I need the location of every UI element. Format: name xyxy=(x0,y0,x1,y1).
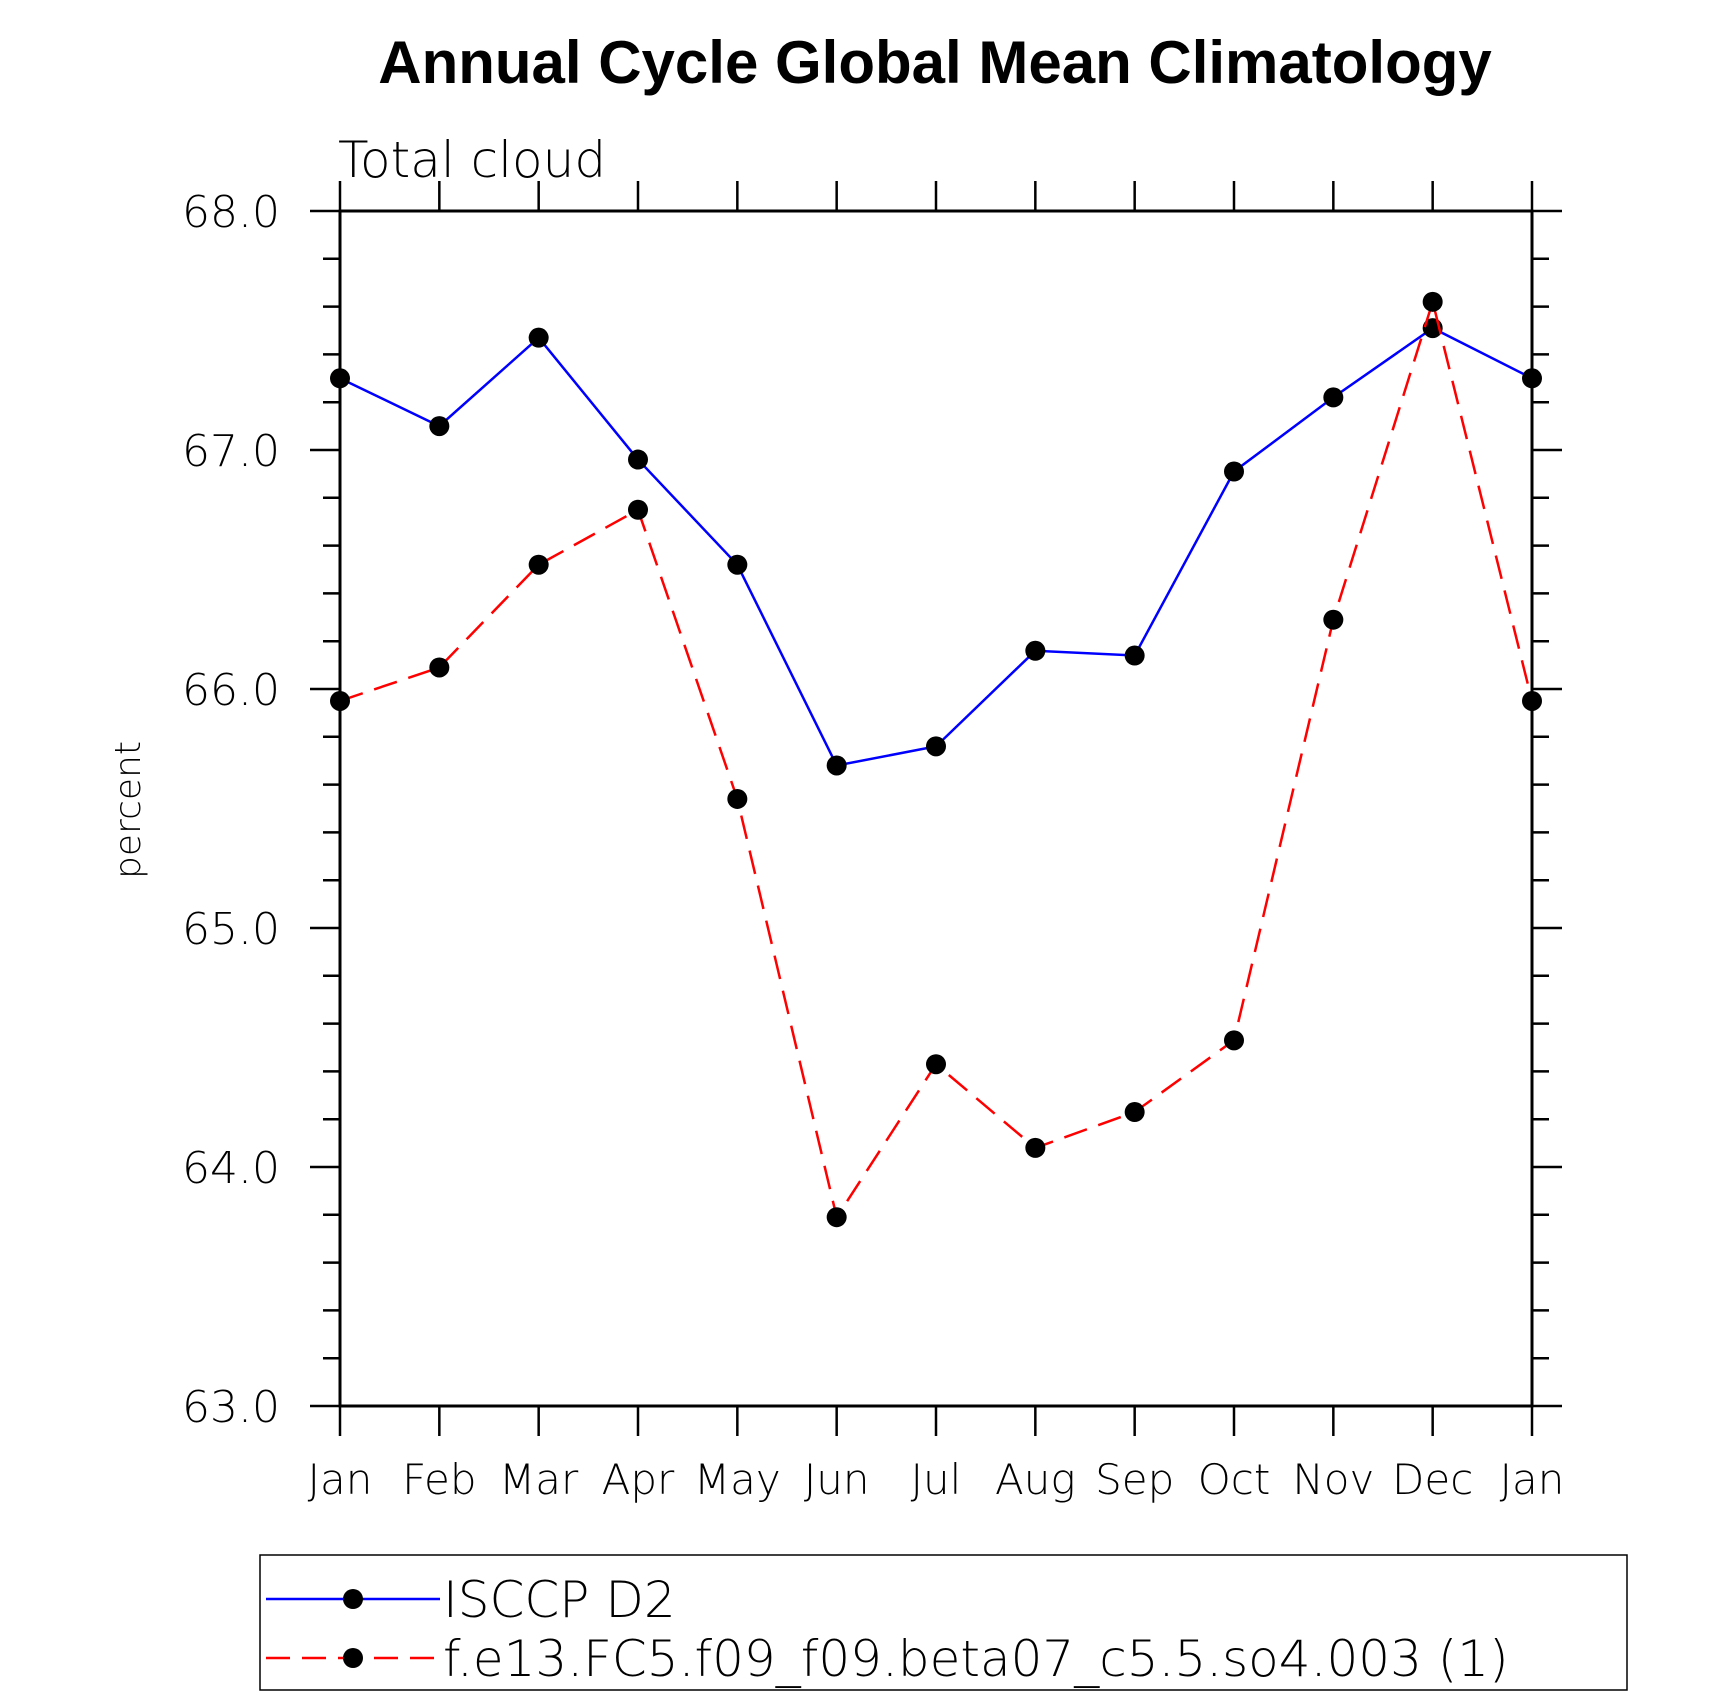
x-tick-label: Jan xyxy=(1500,1455,1565,1504)
x-tick-label: Oct xyxy=(1198,1455,1271,1504)
series-line xyxy=(339,326,1533,767)
data-point xyxy=(429,657,450,678)
data-point xyxy=(727,554,748,575)
data-point xyxy=(528,327,549,348)
data-point xyxy=(727,788,748,809)
x-tick-label: May xyxy=(694,1455,781,1504)
data-point xyxy=(1124,1102,1145,1123)
data-point xyxy=(429,416,450,437)
data-point xyxy=(1025,640,1046,661)
series-2 xyxy=(330,291,1542,1228)
x-tick-label: Apr xyxy=(602,1455,675,1504)
data-point xyxy=(1224,1030,1244,1051)
x-tick-label: Nov xyxy=(1292,1455,1374,1504)
chart-title: Annual Cycle Global Mean Climatology xyxy=(378,29,1492,96)
series-1 xyxy=(330,318,1542,776)
x-tick-label: Jan xyxy=(308,1455,373,1504)
y-tick-label: 65.0 xyxy=(182,904,280,955)
data-point xyxy=(1224,461,1244,482)
legend-label: f.e13.FC5.f09_f09.beta07_c5.5.so4.003 (1… xyxy=(443,1630,1509,1688)
data-point xyxy=(1522,690,1542,711)
y-tick-label: 66.0 xyxy=(182,665,280,716)
data-point xyxy=(1323,609,1344,630)
x-tick-label: Dec xyxy=(1392,1455,1473,1504)
data-point xyxy=(926,736,946,757)
y-axis: 63.0 64.0 65.0 66.0 67.0 68.0 xyxy=(182,187,1562,1433)
data-point xyxy=(330,690,350,711)
data-point xyxy=(528,554,549,575)
data-point xyxy=(628,449,648,470)
legend-marker xyxy=(343,1648,363,1668)
data-point xyxy=(1025,1137,1046,1158)
data-point xyxy=(826,755,847,776)
x-tick-label: Jun xyxy=(804,1455,870,1504)
data-point xyxy=(1124,645,1145,666)
data-point xyxy=(1323,387,1344,408)
x-tick-label: Sep xyxy=(1095,1455,1174,1504)
data-point xyxy=(926,1054,946,1075)
x-axis: Jan Feb Mar Apr May Jun Jul Aug Sep Oct Nov Dec Jan xyxy=(308,181,1565,1504)
y-tick-label: 64.0 xyxy=(182,1143,280,1194)
plot-frame xyxy=(338,209,1534,1408)
legend: ISCCP D2f.e13.FC5.f09_f09.beta07_c5.5.so… xyxy=(259,1554,1628,1691)
y-tick-label: 67.0 xyxy=(182,426,280,477)
data-point xyxy=(1522,368,1542,389)
legend-box xyxy=(259,1554,1628,1691)
data-point xyxy=(628,499,648,520)
y-tick-label: 68.0 xyxy=(182,187,280,238)
legend-marker xyxy=(343,1589,363,1609)
legend-label: ISCCP D2 xyxy=(443,1571,676,1629)
x-tick-label: Aug xyxy=(995,1455,1076,1504)
x-tick-label: Jul xyxy=(911,1455,962,1504)
data-point xyxy=(330,368,350,389)
chart-subtitle: Total cloud xyxy=(338,131,606,189)
x-tick-label: Mar xyxy=(499,1455,579,1504)
y-tick-label: 63.0 xyxy=(182,1382,280,1433)
series-line xyxy=(339,297,1534,1221)
x-tick-label: Feb xyxy=(402,1455,476,1504)
y-axis-label: percent xyxy=(108,741,149,879)
series-layer xyxy=(330,291,1542,1228)
data-point xyxy=(826,1207,847,1228)
data-point xyxy=(1422,291,1443,312)
